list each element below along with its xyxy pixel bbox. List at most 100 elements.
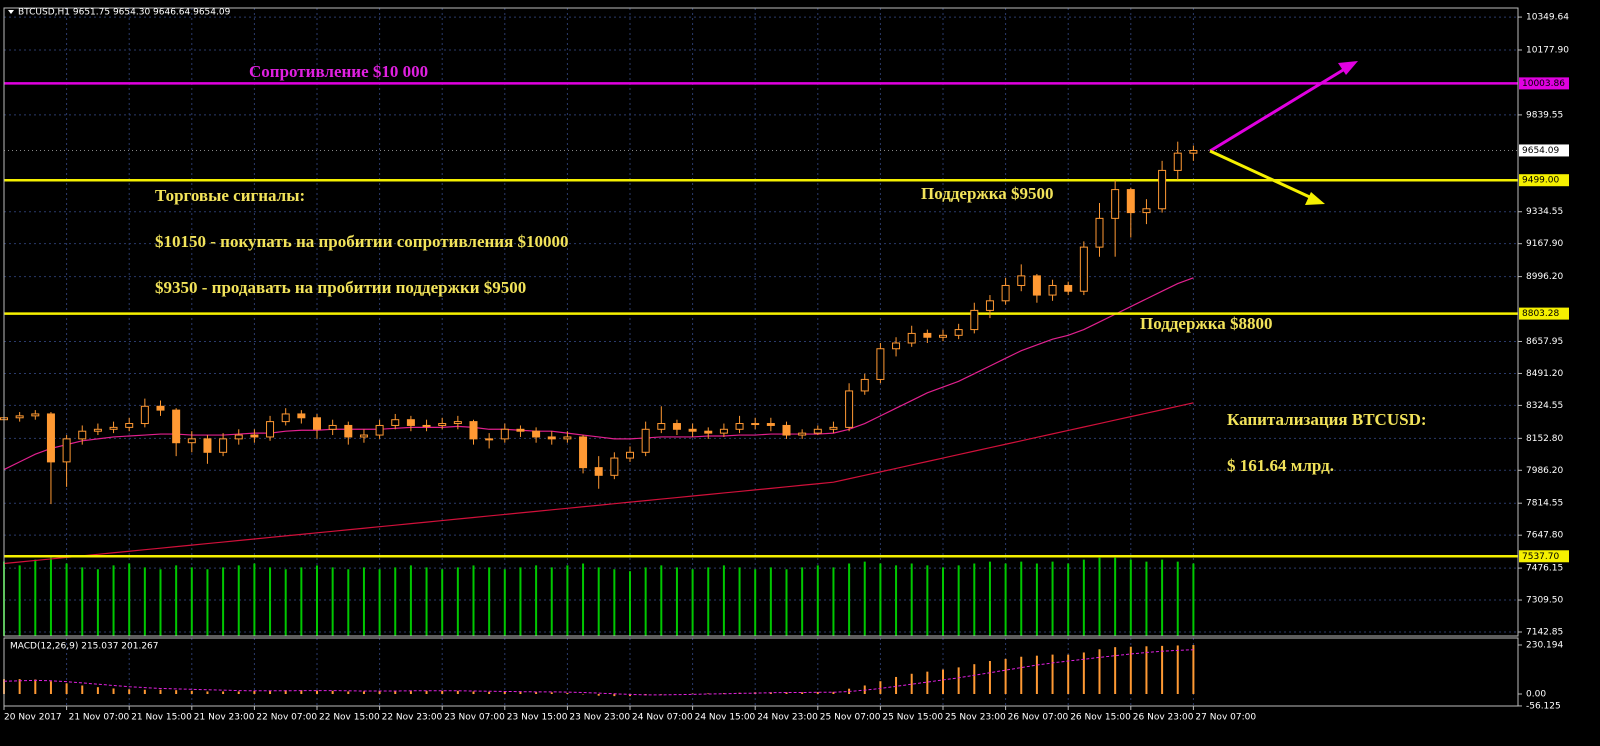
x-tick-label: 24 Nov 07:00 [632, 713, 693, 723]
candle-body [203, 438, 212, 453]
candle-body [453, 421, 462, 425]
candle-body [672, 423, 681, 430]
last-price-tag [1519, 144, 1569, 157]
candle-body [657, 423, 666, 430]
candle-body [594, 467, 603, 476]
candle-body [46, 413, 55, 463]
y-tick-label: 10349.64 [1526, 13, 1569, 23]
y-tick-label: 10177.90 [1526, 46, 1569, 56]
candle-body [391, 419, 400, 426]
candle-body [469, 421, 478, 440]
candle-body [845, 390, 854, 428]
x-tick-label: 22 Nov 07:00 [256, 713, 317, 723]
level-tag-label: 7537.70 [1522, 552, 1559, 562]
candle-body [438, 423, 447, 426]
annotation: Торговые сигналы: [155, 186, 305, 205]
grid [4, 8, 1518, 706]
y-tick-label: 8657.95 [1526, 337, 1563, 347]
x-tick-label: 27 Nov 07:00 [1195, 713, 1256, 723]
candle-body [516, 428, 525, 432]
candle-body [798, 432, 807, 436]
candle-body [1048, 284, 1057, 296]
candle-body [62, 438, 71, 463]
plot [0, 82, 1518, 697]
candle-body [1158, 169, 1167, 210]
candle-body [1001, 284, 1010, 302]
candle-body [892, 342, 901, 350]
x-tick-label: 25 Nov 15:00 [882, 713, 943, 723]
candle-body [626, 451, 634, 459]
level-tag-label: 10003.86 [1522, 79, 1565, 89]
candle-body [93, 428, 102, 432]
annotation: $10150 - покупать на пробитии сопротивле… [155, 232, 569, 251]
x-tick-label: 23 Nov 15:00 [507, 713, 568, 723]
candle-body [610, 457, 619, 476]
y-tick-label: 7647.80 [1526, 531, 1563, 541]
x-tick-label: 26 Nov 23:00 [1133, 713, 1194, 723]
annotation: $ 161.64 млрд. [1227, 456, 1334, 475]
x-tick-label: 25 Nov 07:00 [820, 713, 881, 723]
candle-body [1142, 208, 1151, 214]
candle-body [563, 436, 572, 440]
candle-body [266, 421, 275, 438]
x-tick-label: 21 Nov 23:00 [194, 713, 255, 723]
annotation: Капитализация BTCUSD: [1227, 410, 1427, 429]
candle-body [281, 413, 290, 423]
x-tick-label: 23 Nov 23:00 [569, 713, 630, 723]
x-tick-label: 22 Nov 23:00 [382, 713, 443, 723]
x-tick-label: 23 Nov 07:00 [444, 713, 505, 723]
macd-header: MACD(12,26,9) 215.037 201.267 [10, 642, 159, 652]
annotation: $9350 - продавать на пробитии поддержки … [155, 278, 526, 297]
annotation: Поддержка $8800 [1140, 314, 1273, 333]
x-tick-label: 21 Nov 15:00 [131, 713, 192, 723]
candle-body [359, 434, 368, 438]
candle-body [1095, 217, 1104, 248]
candle-body [140, 405, 149, 425]
down-arrow [1209, 149, 1315, 201]
candle-body [156, 405, 165, 411]
candle-body [923, 332, 932, 338]
candle-body [688, 428, 697, 432]
candle-body [31, 413, 40, 417]
y-tick-label: 0.00 [1526, 689, 1546, 699]
candle-body [250, 434, 259, 438]
menu-arrow[interactable] [8, 10, 14, 14]
candle-body [485, 438, 494, 441]
annotation: Поддержка $9500 [921, 184, 1054, 203]
level-tag-label: 9499.00 [1522, 176, 1559, 186]
candle-body [954, 329, 963, 336]
moving-average [3, 402, 1194, 565]
candle-body [1111, 189, 1120, 219]
candle-body [813, 428, 822, 434]
level-tag-label: 8803.28 [1522, 309, 1559, 319]
candle-body [1189, 149, 1198, 154]
candle-body [234, 434, 243, 440]
down-arrowhead [1305, 192, 1325, 205]
x-tick-label: 24 Nov 15:00 [695, 713, 756, 723]
y-tick-label: 8324.55 [1526, 401, 1563, 411]
candle-body [375, 424, 384, 436]
candle-body [500, 428, 509, 440]
y-tick-label: 8491.20 [1526, 369, 1563, 379]
y-tick-label: -56.125 [1526, 701, 1561, 711]
level-tag [1519, 550, 1569, 563]
candle-body [109, 426, 118, 430]
candle-body [172, 409, 181, 444]
moving-average [3, 277, 1194, 471]
candle-body [187, 438, 196, 444]
candle-body [78, 430, 87, 440]
y-tick-label: 230.194 [1526, 640, 1563, 650]
chart-header: BTCUSD,H1 9651.75 9654.30 9646.64 9654.0… [18, 8, 231, 18]
candle-body [422, 424, 431, 427]
candle-body [735, 423, 744, 430]
candle-body [876, 348, 885, 380]
x-tick-label: 26 Nov 15:00 [1070, 713, 1131, 723]
y-tick-label: 7814.55 [1526, 499, 1563, 509]
candle-body [219, 438, 228, 453]
candle-body [1079, 246, 1088, 292]
y-tick-label: 7309.50 [1526, 596, 1563, 606]
macd-frame [3, 637, 1519, 707]
up-arrow [1209, 65, 1349, 153]
candle-body [641, 428, 650, 453]
